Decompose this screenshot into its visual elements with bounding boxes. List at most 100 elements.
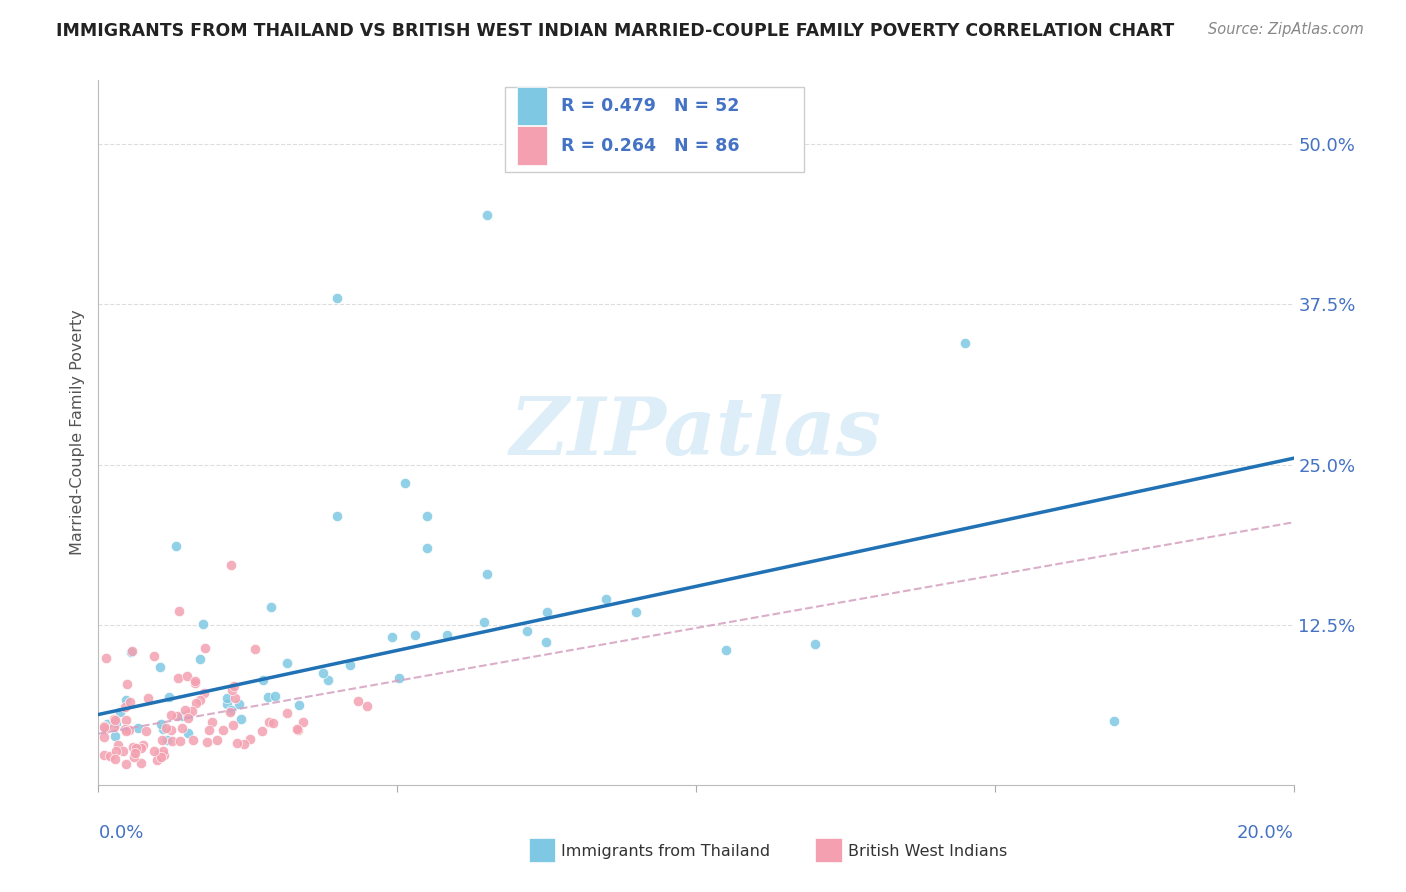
Point [114,700,136,714]
Point [93,719,115,733]
Point [93,731,115,745]
Point [172,722,194,736]
Point [152,744,174,758]
Point [124,746,146,760]
Point [105,715,128,730]
Point [167,604,190,618]
Point [146,754,169,768]
Point [167,671,190,685]
Point [176,669,198,683]
Point [252,673,274,687]
Point [326,508,349,523]
Point [177,725,200,739]
Point [134,723,156,738]
Point [221,683,243,698]
Point [142,649,165,664]
Point [149,660,172,674]
Point [104,752,127,766]
Point [180,705,202,719]
Point [804,637,827,651]
Text: R = 0.479   N = 52: R = 0.479 N = 52 [561,97,740,115]
Text: Immigrants from Thailand: Immigrants from Thailand [561,845,770,859]
Point [96,650,118,665]
Text: British West Indians: British West Indians [848,845,1007,859]
Point [516,624,538,638]
Point [104,713,127,727]
Point [177,706,200,721]
Point [107,738,129,752]
Point [174,703,197,717]
Point [115,714,138,728]
Point [260,600,283,615]
Point [217,697,239,711]
Point [190,693,212,707]
Bar [517,87,547,126]
Point [233,737,256,751]
Point [475,208,498,222]
Point [169,734,191,748]
Point [224,691,246,706]
Point [191,616,214,631]
Y-axis label: Married-Couple Family Poverty: Married-Couple Family Poverty [70,310,86,556]
Point [953,335,976,350]
Point [114,722,136,736]
Point [105,744,128,758]
Text: IMMIGRANTS FROM THAILAND VS BRITISH WEST INDIAN MARRIED-COUPLE FAMILY POVERTY CO: IMMIGRANTS FROM THAILAND VS BRITISH WEST… [56,22,1174,40]
Point [381,630,404,644]
Point [152,722,174,736]
Point [404,628,426,642]
Point [228,697,250,711]
Point [195,734,218,748]
Point [186,696,208,710]
Point [474,615,496,630]
Point [165,539,187,553]
Point [103,712,125,726]
Point [356,698,378,713]
Point [115,693,138,707]
FancyBboxPatch shape [505,87,804,172]
Text: Source: ZipAtlas.com: Source: ZipAtlas.com [1208,22,1364,37]
Text: ZIPatlas: ZIPatlas [510,394,882,471]
Point [93,722,115,736]
Point [155,722,177,736]
Point [98,749,121,764]
Point [285,723,308,737]
Point [219,703,242,717]
Point [153,748,176,763]
Point [160,708,183,723]
Point [536,635,558,649]
Point [219,558,242,572]
Point [177,711,200,725]
Point [127,721,149,735]
Point [257,714,280,729]
Bar [517,127,547,165]
Point [181,732,204,747]
Point [121,739,143,754]
Point [162,733,184,747]
Point [93,748,115,763]
Point [536,605,558,619]
Point [225,736,247,750]
Point [595,592,617,607]
Point [243,641,266,656]
Point [103,720,125,734]
Point [190,652,212,666]
Point [115,677,138,691]
Point [219,705,242,719]
Point [194,640,217,655]
Point [93,721,115,735]
Point [416,508,439,523]
Point [149,749,172,764]
Point [626,605,648,619]
Point [122,749,145,764]
Point [157,690,180,704]
Text: R = 0.264   N = 86: R = 0.264 N = 86 [561,136,740,154]
Point [257,690,280,704]
Point [183,675,205,690]
Point [222,718,245,732]
Point [96,717,118,731]
Bar [529,838,555,863]
Point [149,748,172,763]
Point [142,744,165,758]
Point [394,475,416,490]
